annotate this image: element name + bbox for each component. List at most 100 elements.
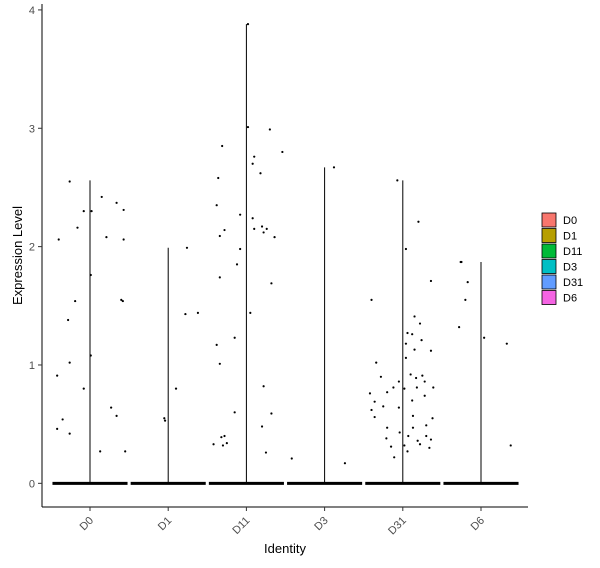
- legend-label-D1: D1: [563, 231, 577, 243]
- data-point: [423, 380, 426, 383]
- data-point: [403, 444, 406, 447]
- legend-key-D31: [541, 274, 557, 290]
- data-point: [68, 432, 71, 435]
- data-point: [122, 208, 125, 212]
- data-point: [373, 400, 376, 403]
- data-point: [268, 128, 271, 131]
- data-point: [418, 322, 422, 325]
- data-point: [332, 166, 336, 169]
- data-point: [406, 450, 409, 453]
- data-point: [89, 354, 92, 357]
- y-tick-label: 1: [29, 360, 35, 372]
- data-point: [223, 434, 226, 438]
- data-point: [483, 336, 486, 339]
- data-point: [56, 427, 59, 430]
- data-point: [260, 425, 264, 428]
- y-tick-label: 4: [29, 5, 35, 17]
- data-point: [460, 260, 463, 264]
- data-point: [239, 213, 242, 216]
- data-point: [215, 204, 218, 207]
- data-point: [397, 380, 400, 383]
- data-point: [270, 412, 273, 415]
- data-point: [220, 436, 223, 439]
- data-point: [218, 362, 221, 365]
- data-point: [217, 176, 220, 180]
- data-point: [239, 247, 242, 251]
- data-point: [411, 399, 414, 402]
- data-point: [67, 318, 70, 322]
- data-point: [423, 394, 426, 397]
- data-point: [115, 414, 118, 417]
- data-point: [174, 387, 178, 390]
- data-point: [82, 387, 85, 390]
- data-point: [429, 279, 433, 283]
- data-point: [251, 162, 254, 165]
- data-point: [221, 444, 225, 447]
- data-point: [163, 417, 166, 420]
- data-point: [429, 438, 433, 441]
- data-point: [56, 374, 59, 377]
- data-point: [411, 414, 415, 417]
- data-point: [403, 387, 406, 390]
- legend-key-D1: [541, 228, 557, 243]
- data-point: [105, 236, 108, 239]
- data-point: [76, 226, 79, 229]
- data-point: [386, 391, 389, 394]
- data-point: [428, 446, 431, 449]
- data-point: [225, 441, 228, 445]
- data-point: [233, 411, 236, 414]
- data-point: [115, 201, 118, 204]
- y-tick-label: 2: [29, 242, 35, 254]
- data-point: [251, 217, 254, 220]
- y-axis-ticks: 0 1 2 3 4: [29, 5, 42, 490]
- legend-key-D0: [541, 212, 557, 228]
- data-point: [122, 238, 125, 241]
- data-point: [221, 144, 224, 148]
- x-axis-title: Identity: [264, 541, 306, 556]
- data-point: [100, 195, 103, 199]
- data-point: [68, 180, 71, 183]
- data-point: [413, 348, 416, 351]
- chart-marks: [52, 23, 519, 485]
- data-point: [393, 456, 396, 459]
- data-point: [212, 443, 215, 446]
- data-point: [89, 273, 92, 277]
- data-point: [370, 408, 373, 412]
- data-point: [431, 417, 434, 420]
- data-point: [246, 23, 250, 26]
- data-point: [429, 349, 433, 352]
- data-point: [218, 276, 221, 279]
- data-point: [398, 431, 401, 434]
- data-point: [404, 356, 408, 359]
- legend-label-D11: D11: [563, 246, 582, 258]
- data-point: [397, 406, 400, 409]
- data-point: [262, 385, 265, 388]
- data-point: [110, 406, 113, 409]
- data-point: [233, 336, 236, 339]
- data-point: [505, 342, 508, 345]
- data-point: [425, 424, 428, 427]
- legend-key-D11: [541, 243, 557, 259]
- data-point: [273, 236, 276, 239]
- y-tick-label: 0: [29, 478, 35, 490]
- legend-label-D6: D6: [563, 293, 577, 305]
- data-point: [74, 299, 77, 303]
- data-point: [420, 339, 423, 342]
- data-point: [61, 418, 64, 421]
- data-point: [253, 155, 256, 158]
- data-point: [223, 228, 226, 232]
- data-point: [185, 246, 189, 249]
- data-point: [262, 231, 265, 234]
- data-point: [425, 434, 428, 438]
- data-point: [464, 298, 467, 301]
- data-point: [409, 373, 412, 376]
- data-point: [418, 443, 422, 446]
- data-point: [458, 326, 461, 329]
- data-point: [411, 426, 415, 429]
- data-point: [379, 375, 383, 378]
- data-point: [281, 150, 284, 154]
- legend-label-D0: D0: [563, 215, 577, 227]
- data-point: [509, 444, 512, 447]
- data-point: [466, 281, 469, 284]
